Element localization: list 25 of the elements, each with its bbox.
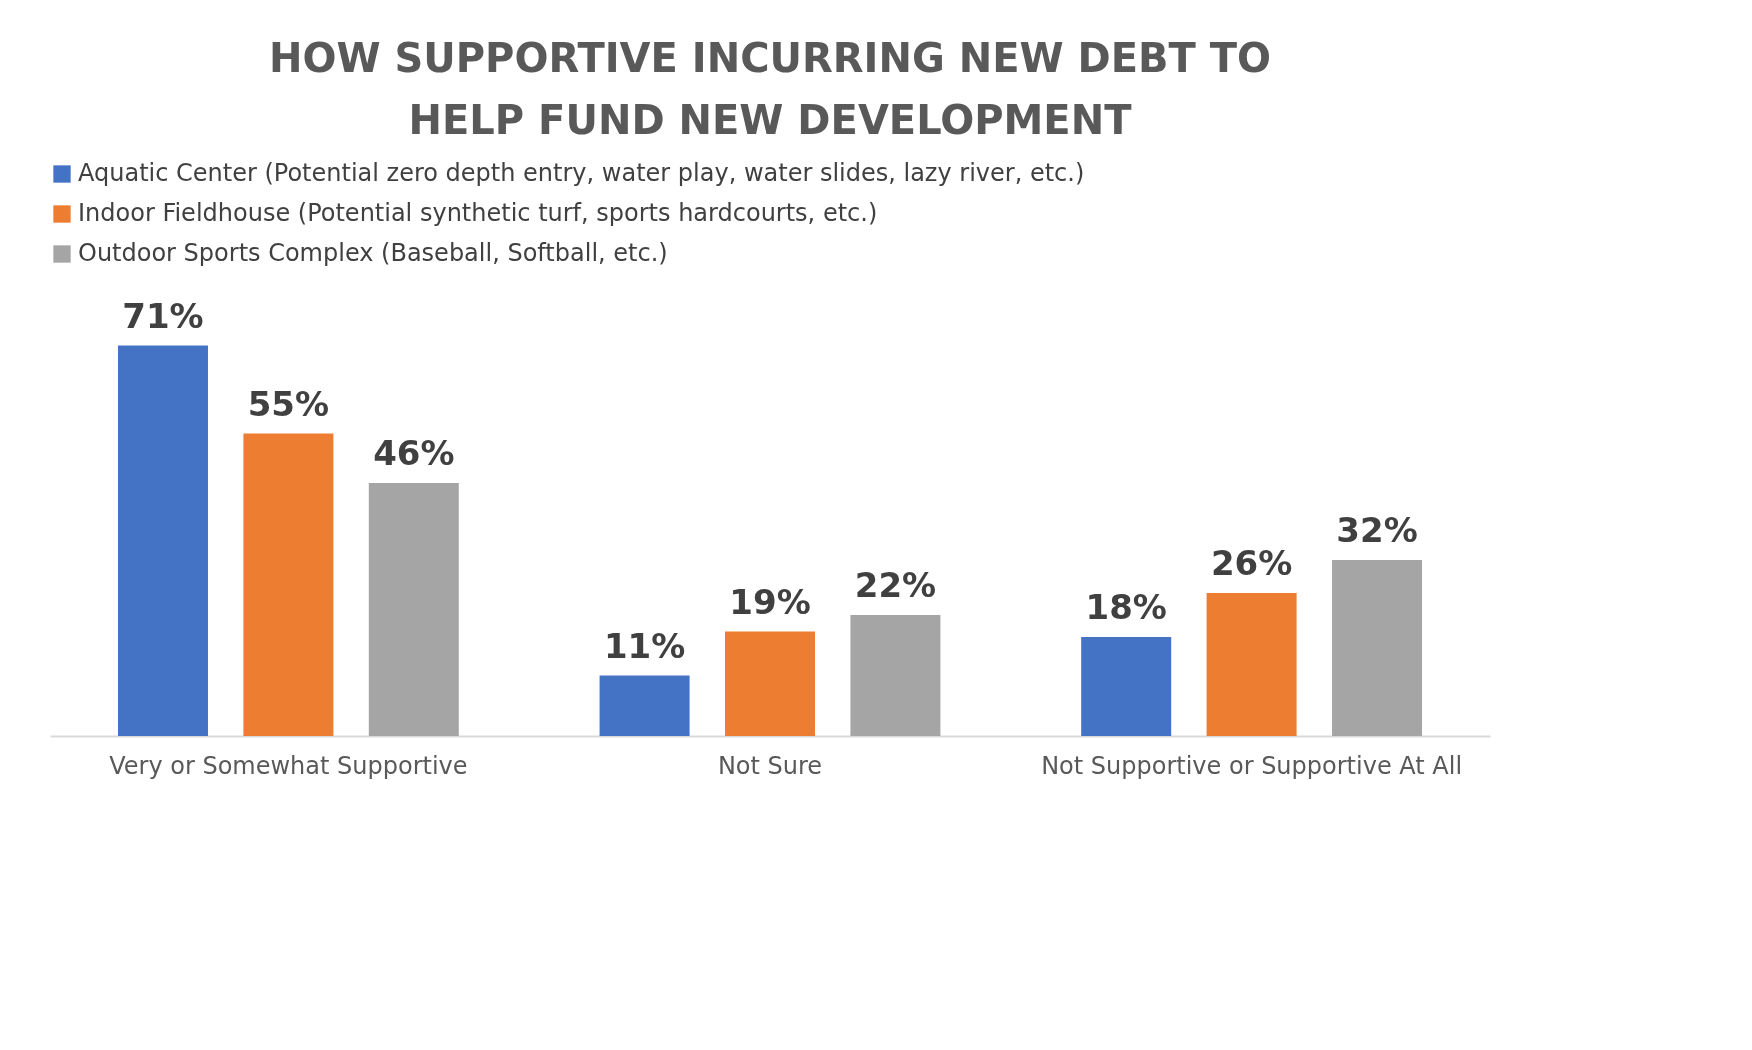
bar [117,345,208,736]
legend-label: Aquatic Center (Potential zero depth entry, water play, water slides, lazy river, etc.) [78,159,1085,187]
data-label: 32% [1336,510,1418,550]
legend-label: Indoor Fieldhouse (Potential synthetic turf, sports hardcourts, etc.) [78,199,878,227]
data-label: 18% [1085,587,1167,627]
bar [725,631,815,736]
bar [243,433,334,736]
data-label: 22% [854,565,937,605]
data-label: 46% [373,433,455,473]
bar [1206,593,1297,736]
data-label: 26% [1210,543,1293,583]
x-tick-label: Not Supportive or Supportive At All [1041,751,1463,780]
data-label: 55% [247,383,330,424]
chart-title: HOW SUPPORTIVE INCURRING NEW DEBT TO HELP FUND NEW DEVELOPMENT [268,35,1272,143]
data-label: 11% [603,625,686,666]
x-tick-label: Not Sure [717,751,823,780]
x-tick-label: Very or Somewhat Supportive [109,751,468,780]
legend-label: Outdoor Sports Complex (Baseball, Softball, etc.) [78,239,668,267]
data-label: 19% [729,581,811,622]
bar [368,483,459,736]
bar [1081,637,1172,736]
bar [1332,560,1423,736]
data-label: 71% [122,295,204,336]
bar [599,675,690,736]
bar [850,615,941,736]
